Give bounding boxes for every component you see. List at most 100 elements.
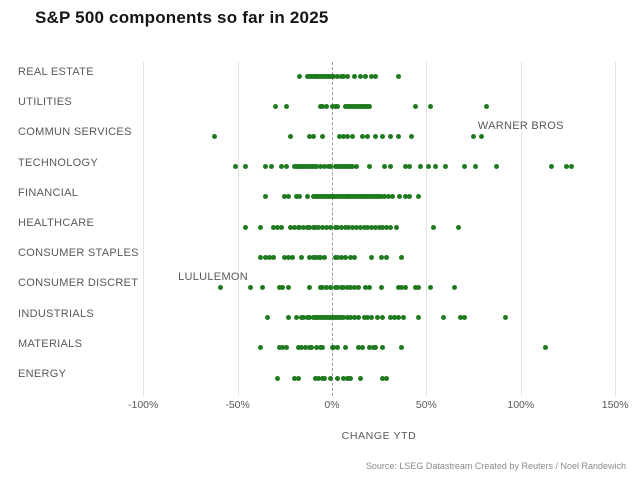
- data-point: [440, 315, 446, 321]
- data-point: [380, 315, 386, 321]
- data-point: [397, 194, 403, 200]
- data-point: [280, 345, 286, 351]
- data-point: [433, 164, 439, 170]
- data-point: [284, 345, 290, 351]
- data-point: [348, 284, 354, 290]
- data-point: [461, 164, 467, 170]
- data-point: [403, 194, 409, 200]
- data-point: [380, 375, 386, 381]
- category-label-technology: TECHNOLOGY: [18, 156, 99, 169]
- data-point: [310, 133, 316, 139]
- data-point: [320, 103, 326, 109]
- data-point: [395, 284, 401, 290]
- data-point: [340, 284, 346, 290]
- data-point: [372, 345, 378, 351]
- data-point: [348, 254, 354, 260]
- data-point: [335, 224, 341, 230]
- data-point: [548, 164, 554, 170]
- data-point: [278, 224, 284, 230]
- data-point: [359, 133, 365, 139]
- data-point: [263, 194, 269, 200]
- data-point: [355, 345, 361, 351]
- category-label-industrials: INDUSTRIALS: [18, 307, 95, 320]
- data-point: [372, 224, 378, 230]
- data-point: [395, 315, 401, 321]
- data-point: [403, 284, 409, 290]
- data-point: [365, 315, 371, 321]
- data-point: [338, 254, 344, 260]
- data-point: [306, 224, 312, 230]
- data-point: [416, 315, 422, 321]
- data-point: [304, 194, 310, 200]
- data-point: [306, 284, 312, 290]
- data-point: [331, 73, 337, 79]
- x-tick-label: -50%: [225, 399, 250, 411]
- data-point: [365, 133, 371, 139]
- data-point: [327, 224, 333, 230]
- data-point: [286, 315, 292, 321]
- data-point: [257, 254, 263, 260]
- data-point: [369, 315, 375, 321]
- data-point: [312, 254, 318, 260]
- data-point: [316, 375, 322, 381]
- data-point: [312, 375, 318, 381]
- data-point: [378, 284, 384, 290]
- data-point: [363, 73, 369, 79]
- gridline: [520, 62, 522, 396]
- data-point: [312, 224, 318, 230]
- data-point: [461, 315, 467, 321]
- data-point: [393, 224, 399, 230]
- data-point: [323, 224, 329, 230]
- data-point: [342, 224, 348, 230]
- data-point: [378, 254, 384, 260]
- data-point: [457, 315, 463, 321]
- data-point: [272, 103, 278, 109]
- data-point: [282, 194, 288, 200]
- data-point: [369, 224, 375, 230]
- data-point: [408, 133, 414, 139]
- data-point: [274, 224, 280, 230]
- data-point: [352, 284, 358, 290]
- data-point: [306, 254, 312, 260]
- data-point: [212, 133, 218, 139]
- data-point: [388, 315, 394, 321]
- data-point: [242, 164, 248, 170]
- data-point: [318, 164, 324, 170]
- data-point: [386, 194, 392, 200]
- data-point: [284, 103, 290, 109]
- data-point: [306, 315, 312, 321]
- data-point: [369, 254, 375, 260]
- data-point: [263, 164, 269, 170]
- data-point: [303, 345, 309, 351]
- data-point: [352, 73, 358, 79]
- data-point: [380, 133, 386, 139]
- gridline: [426, 62, 428, 396]
- category-label-consumer-staples: CONSUMER STAPLES: [18, 247, 139, 260]
- data-point: [295, 375, 301, 381]
- data-point: [320, 224, 326, 230]
- data-point: [378, 194, 384, 200]
- data-point: [287, 224, 293, 230]
- data-point: [348, 375, 354, 381]
- data-point: [367, 164, 373, 170]
- data-point: [542, 345, 548, 351]
- data-point: [388, 164, 394, 170]
- data-point: [503, 315, 509, 321]
- data-point: [382, 164, 388, 170]
- category-label-materials: MATERIALS: [18, 337, 83, 350]
- x-tick-label: 0%: [324, 399, 340, 411]
- data-point: [367, 345, 373, 351]
- data-point: [416, 284, 422, 290]
- data-point: [399, 254, 405, 260]
- data-point: [416, 194, 422, 200]
- x-tick-label: 50%: [415, 399, 437, 411]
- data-point: [329, 103, 335, 109]
- data-point: [248, 284, 254, 290]
- data-point: [412, 103, 418, 109]
- data-point: [338, 224, 344, 230]
- annotation-lululemon: LULULEMON: [178, 271, 249, 284]
- data-point: [335, 254, 341, 260]
- data-point: [242, 224, 248, 230]
- data-point: [384, 224, 390, 230]
